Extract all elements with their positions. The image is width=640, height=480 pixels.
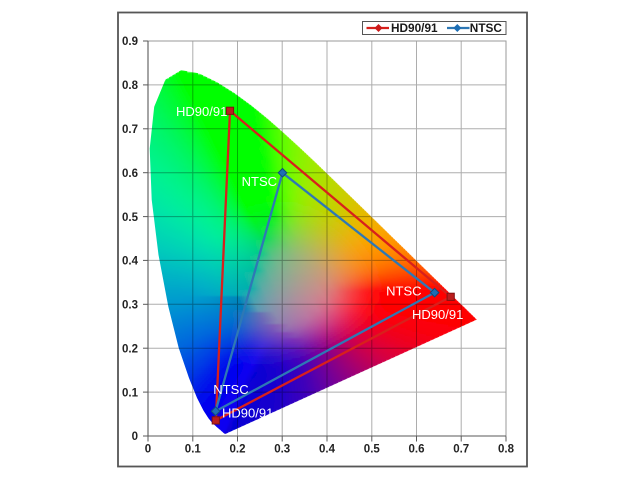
svg-text:HD90/91: HD90/91 (412, 307, 463, 322)
svg-text:0: 0 (145, 444, 151, 456)
svg-text:0.4: 0.4 (319, 444, 336, 456)
svg-text:0.4: 0.4 (122, 256, 139, 268)
svg-text:0.3: 0.3 (274, 444, 290, 456)
svg-text:0.6: 0.6 (122, 168, 138, 180)
svg-text:NTSC: NTSC (242, 174, 277, 189)
svg-text:0.7: 0.7 (122, 124, 138, 136)
svg-text:0.1: 0.1 (185, 444, 202, 456)
svg-text:0.2: 0.2 (230, 444, 246, 456)
svg-text:0.8: 0.8 (122, 80, 139, 92)
svg-text:0.3: 0.3 (122, 300, 138, 312)
svg-text:0: 0 (132, 431, 138, 443)
svg-text:0.1: 0.1 (122, 387, 139, 399)
svg-text:HD90/91: HD90/91 (176, 104, 227, 119)
svg-text:HD90/91: HD90/91 (222, 406, 273, 421)
svg-text:0.5: 0.5 (364, 444, 381, 456)
svg-text:0.8: 0.8 (498, 444, 515, 456)
svg-text:HD90/91: HD90/91 (391, 21, 438, 35)
svg-text:NTSC: NTSC (470, 21, 503, 35)
svg-text:0.5: 0.5 (122, 212, 139, 224)
svg-text:NTSC: NTSC (213, 382, 248, 397)
svg-text:NTSC: NTSC (386, 283, 421, 298)
svg-text:0.6: 0.6 (409, 444, 425, 456)
svg-text:0.9: 0.9 (122, 36, 138, 48)
svg-text:0.2: 0.2 (122, 343, 138, 355)
svg-text:0.7: 0.7 (453, 444, 469, 456)
